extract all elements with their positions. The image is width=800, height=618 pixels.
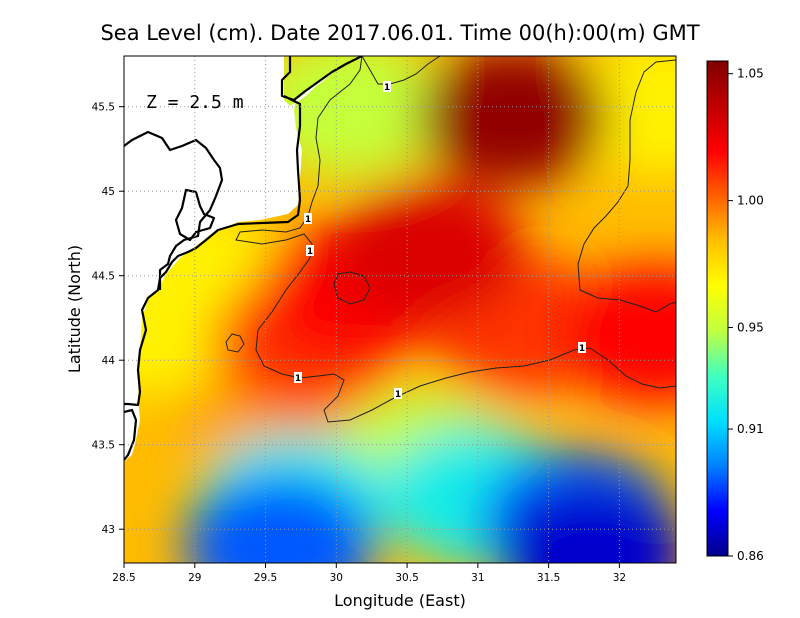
svg-text:1: 1 — [305, 215, 311, 225]
field-patch — [184, 476, 375, 563]
contour-label: 1 — [304, 213, 312, 225]
colorbar-tick-label: 1.05 — [737, 67, 764, 81]
svg-text:1: 1 — [384, 83, 390, 93]
y-tick-label: 44 — [102, 355, 116, 367]
x-axis-ticks: 28.5 29 29.5 30 30.5 31 31.5 32 — [112, 563, 626, 584]
contour-labels: 1 1 1 1 1 1 — [294, 81, 586, 400]
svg-text:1: 1 — [295, 374, 301, 384]
coastline — [124, 56, 363, 461]
y-axis-ticks: 43 43.5 44 44.5 45 45.5 — [92, 102, 124, 536]
x-axis-label: Longitude (East) — [334, 591, 466, 610]
svg-text:1: 1 — [579, 344, 585, 354]
colorbar: 1.05 1.00 0.95 0.91 0.86 — [706, 60, 764, 563]
x-tick-label: 31.5 — [537, 572, 560, 584]
x-tick-label: 29.5 — [254, 572, 277, 584]
y-tick-label: 43.5 — [92, 440, 115, 452]
gridlines — [124, 56, 676, 563]
contour-label: 1 — [578, 342, 586, 354]
contour-label: 1 — [383, 81, 391, 93]
land-mass — [124, 56, 364, 462]
field-patch — [559, 264, 676, 405]
svg-text:1: 1 — [395, 390, 401, 400]
plot-frame — [123, 55, 677, 564]
field-patch — [255, 56, 446, 177]
colorbar-tick-label: 0.95 — [737, 321, 764, 335]
contour-lines — [225, 56, 676, 423]
y-axis-label: Latitude (North) — [65, 245, 84, 373]
colorbar-ticks: 1.05 1.00 0.95 0.91 0.86 — [728, 67, 764, 563]
contour-label: 1 — [306, 245, 314, 257]
x-tick-label: 30 — [330, 572, 343, 584]
x-tick-label: 29 — [188, 572, 201, 584]
x-tick-label: 32 — [613, 572, 626, 584]
y-tick-label: 44.5 — [92, 271, 115, 283]
field-patch — [418, 56, 609, 186]
contour-label: 1 — [294, 372, 302, 384]
x-tick-label: 31 — [471, 572, 484, 584]
map-title: Sea Level (cm). Date 2017.06.01. Time 00… — [100, 21, 699, 45]
contour-label: 1 — [394, 388, 402, 400]
field-patch — [333, 180, 524, 321]
y-tick-label: 45 — [102, 186, 115, 198]
y-tick-label: 43 — [102, 524, 115, 536]
colorbar-tick-label: 1.00 — [737, 194, 764, 208]
colorbar-tick-label: 0.86 — [737, 549, 764, 563]
plot-area: 1 1 1 1 1 1 Z = 2.5 m — [124, 56, 676, 563]
depth-label: Z = 2.5 m — [146, 92, 244, 113]
x-tick-label: 28.5 — [112, 572, 135, 584]
colorbar-tick-label: 0.91 — [737, 422, 764, 436]
svg-text:1: 1 — [307, 247, 313, 257]
field-patch — [496, 484, 676, 563]
x-tick-label: 30.5 — [395, 572, 418, 584]
colorbar-gradient — [706, 60, 729, 557]
y-tick-label: 45.5 — [92, 102, 115, 114]
